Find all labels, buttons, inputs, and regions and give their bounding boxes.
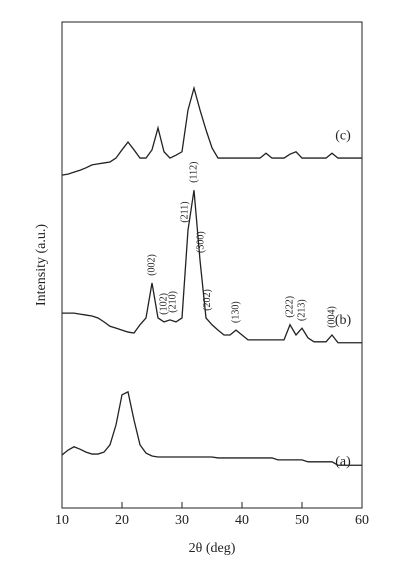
x-tick-label: 50 (295, 513, 309, 528)
peak-label: (300) (195, 231, 206, 253)
x-axis-label: 2θ (deg) (189, 541, 236, 556)
series-line (61, 85, 362, 176)
peak-label: (210) (167, 291, 178, 313)
peak-label: (002) (146, 254, 157, 276)
series-label: (b) (335, 313, 352, 328)
peak-label: (004) (326, 306, 337, 328)
x-tick-label: 40 (235, 513, 249, 528)
x-tick-label: 60 (355, 513, 369, 528)
x-tick-label: 10 (55, 513, 69, 528)
peak-label: (211) (179, 201, 190, 222)
peak-label: (102) (158, 293, 169, 315)
x-tick-label: 30 (175, 513, 189, 528)
series-label: (c) (335, 128, 351, 143)
series-line (62, 190, 362, 344)
y-axis-label: Intensity (a.u.) (34, 224, 49, 306)
peak-label: (213) (296, 299, 307, 321)
series-line (61, 390, 362, 466)
peak-label: (202) (202, 289, 213, 311)
plot-frame (61, 21, 363, 509)
series-label: (a) (335, 454, 351, 469)
peak-label: (222) (284, 296, 295, 318)
x-tick-label: 20 (115, 513, 129, 528)
peak-label: (112) (188, 162, 199, 183)
peak-label: (130) (230, 301, 241, 323)
